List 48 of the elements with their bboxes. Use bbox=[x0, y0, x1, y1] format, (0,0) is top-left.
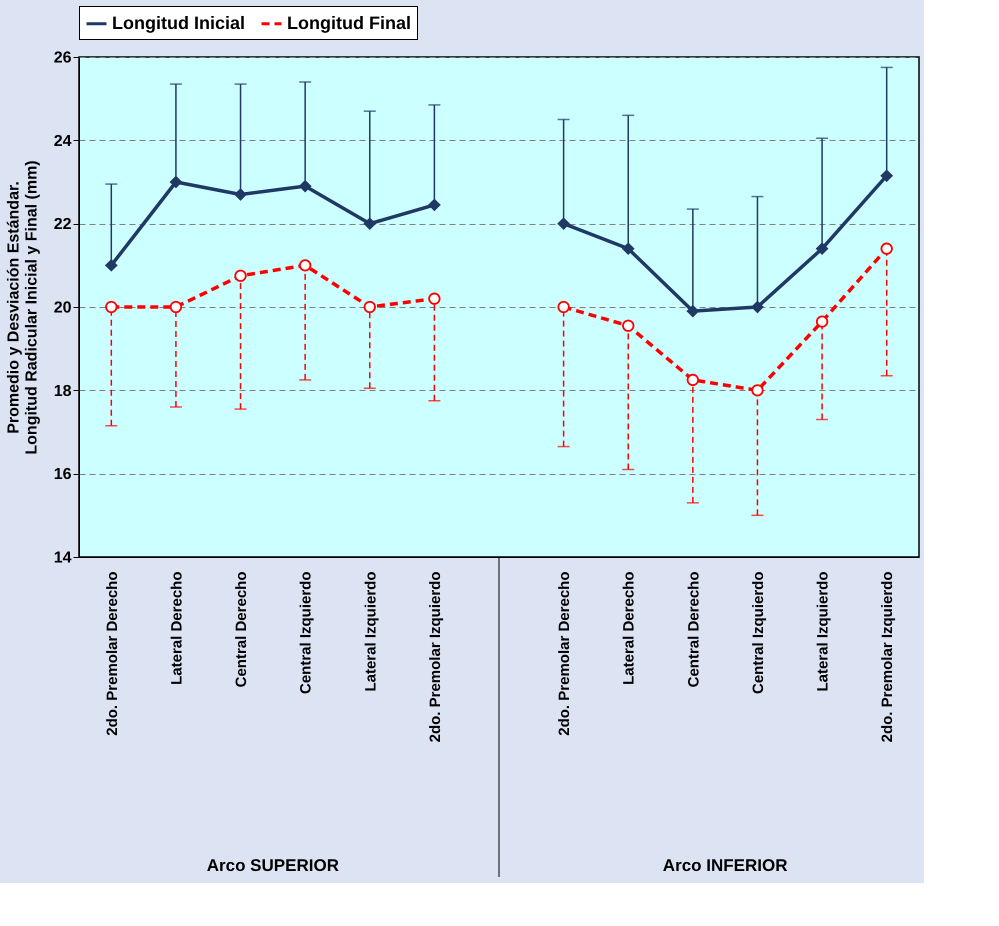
point bbox=[622, 242, 635, 255]
y-tick-label: 16 bbox=[54, 466, 72, 484]
y-tick-label: 14 bbox=[54, 550, 72, 566]
point bbox=[364, 300, 376, 314]
point bbox=[170, 300, 182, 314]
x-tick-label: Lateral Derecho bbox=[168, 572, 186, 685]
legend-label: Longitud Inicial bbox=[112, 12, 245, 33]
x-tick-label: Central Derecho bbox=[685, 572, 702, 688]
point bbox=[751, 384, 764, 396]
point bbox=[880, 169, 894, 182]
x-tick-label: Lateral Derecho bbox=[620, 572, 638, 685]
point bbox=[557, 217, 570, 230]
x-tick-label: Central Izquierdo bbox=[298, 572, 315, 694]
x-tick-label: 2do. Premolar Izquierdo bbox=[426, 572, 444, 742]
point bbox=[557, 300, 570, 314]
x-tick-label: Lateral Izquierdo bbox=[362, 572, 380, 692]
point bbox=[299, 259, 312, 272]
text: Arco INFERIOR bbox=[662, 856, 788, 875]
x-tick-label: Central Izquierdo bbox=[750, 572, 767, 694]
point bbox=[298, 180, 312, 192]
y-tick-label: 22 bbox=[54, 216, 72, 234]
y-tick-label: 24 bbox=[54, 132, 72, 150]
point bbox=[686, 304, 700, 318]
x-tick-label: Central Derecho bbox=[233, 572, 250, 688]
point bbox=[751, 300, 764, 314]
y-tick-label: 26 bbox=[54, 50, 72, 66]
point bbox=[816, 242, 828, 255]
y-tick-label: 20 bbox=[54, 300, 72, 316]
point bbox=[428, 292, 441, 305]
point bbox=[104, 259, 118, 272]
point bbox=[170, 176, 182, 188]
point bbox=[363, 217, 376, 230]
point bbox=[105, 300, 118, 314]
point bbox=[428, 198, 441, 212]
point bbox=[234, 188, 247, 201]
legend-label: Longitud Final bbox=[287, 12, 411, 33]
y-axis-title: Promedio y Desviación Estándar. Longitud Radicular Inicial y Final (mm) bbox=[6, 160, 41, 455]
text: Arco SUPERIOR bbox=[206, 856, 339, 875]
point bbox=[880, 242, 893, 255]
point bbox=[622, 320, 634, 332]
x-tick-label: Lateral Izquierdo bbox=[814, 572, 832, 692]
x-tick-label: 2do. Premolar Derecho bbox=[556, 572, 574, 736]
x-tick-label: 2do. Premolar Derecho bbox=[104, 572, 121, 736]
point bbox=[816, 315, 828, 328]
y-tick-label: 18 bbox=[54, 382, 72, 400]
point bbox=[686, 374, 699, 386]
x-tick-label: 2do. Premolar Izquierdo bbox=[879, 572, 896, 742]
point bbox=[234, 270, 247, 282]
